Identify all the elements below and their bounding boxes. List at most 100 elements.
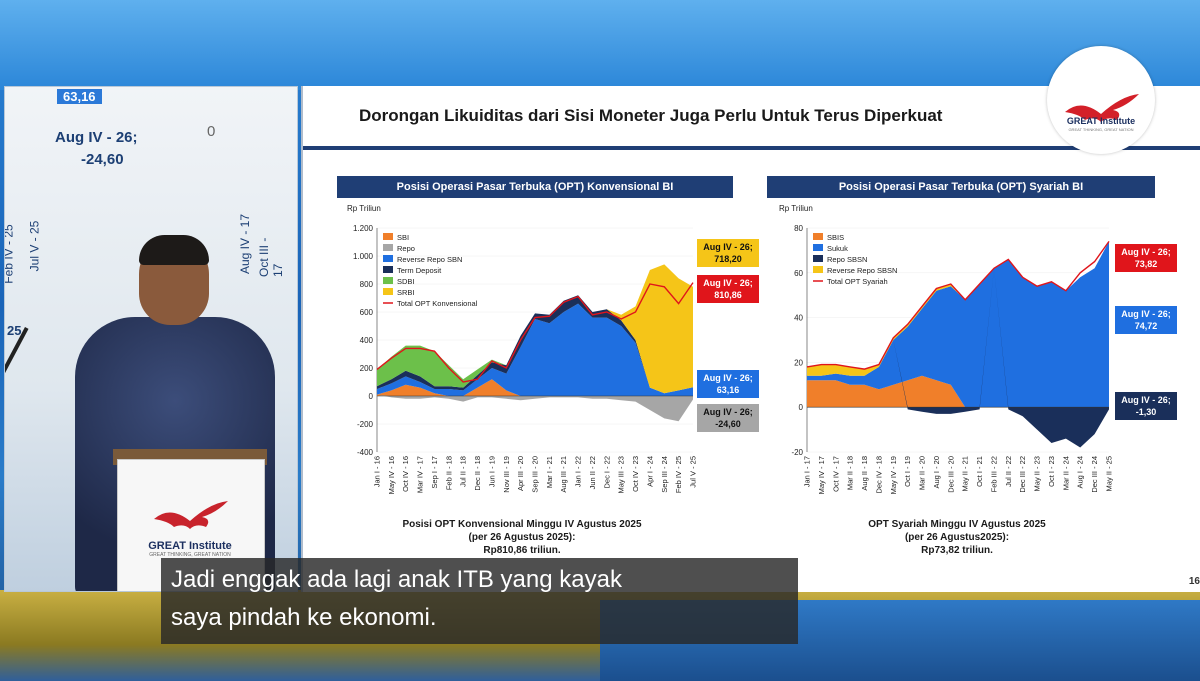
legend-swatch [813,244,823,251]
subtitle-box: Jadi enggak ada lagi anak ITB yang kayak… [161,558,798,644]
x-tick-label: Apr I - 24 [645,456,654,487]
x-tick-label: Oct IV - 23 [631,456,640,492]
x-tick-label: Feb III - 22 [990,456,999,492]
legend-label: Total OPT Syariah [827,277,888,286]
legend-label: Total OPT Konvensional [397,299,478,308]
x-tick-label: May IV - 17 [817,456,826,494]
caption-line: OPT Syariah Minggu IV Agustus 2025 [868,519,1046,530]
legend-swatch [383,255,393,262]
slide-title: Dorongan Likuiditas dari Sisi Moneter Ju… [359,106,943,125]
x-tick-label: Jan I - 16 [373,456,382,487]
x-tick-label: Oct I - 21 [975,456,984,487]
y-tick-label: 1.200 [353,224,374,233]
callout-sukuk: Aug IV - 26; 74,72 [1115,306,1177,334]
logo-badge [1047,46,1155,154]
x-tick-label: May IV - 19 [889,456,898,494]
caption-syariah: OPT Syariah Minggu IV Agustus 2025 (per … [807,518,1107,557]
glimpse-zero-tick: 0 [207,123,216,140]
x-tick-label: Mar I - 21 [545,456,554,488]
subtitle-line-1: Jadi enggak ada lagi anak ITB yang kayak [171,566,622,593]
legend-label: SRBI [397,288,415,297]
legend-swatch [383,233,393,240]
callout-line: Aug IV - 26; [703,407,753,417]
x-tick-label: Dec IV - 18 [874,456,883,494]
x-tick-label: Jul II - 22 [1004,456,1013,487]
eagle-logo-icon [1065,94,1139,122]
caption-line: Rp810,86 triliun. [483,545,561,556]
callout-line: Aug IV - 26; [703,242,753,252]
x-tick-label: Oct I - 23 [1047,456,1056,487]
x-tick-label: Feb IV - 25 [674,456,683,493]
x-tick-label: Jan I - 17 [803,456,812,487]
legend-label: SDBI [397,277,415,286]
x-tick-label: Mar II - 18 [846,456,855,490]
legend-swatch [383,266,393,273]
x-tick-label: Feb II - 18 [444,456,453,490]
y-tick-label: 40 [794,314,803,323]
legend-label: SBIS [827,233,844,242]
presentation-slide: Dorongan Likuiditas dari Sisi Moneter Ju… [301,46,1200,592]
chart-header-konvensional: Posisi Operasi Pasar Terbuka (OPT) Konve… [337,176,733,198]
unit-label-syariah: Rp Triliun [779,204,813,213]
callout-value: 718,20 [714,254,742,264]
callout-total-syariah: Aug IV - 26; 73,82 [1115,244,1177,272]
glimpse-tick-0: Feb IV - 25 [4,224,16,284]
podium-brand: GREAT Institute [148,540,232,552]
y-tick-label: -200 [357,420,374,429]
series-area-sbis [807,375,1109,408]
x-tick-label: May IV - 16 [387,456,396,494]
callout-repo: Aug IV - 26; -24,60 [697,404,759,432]
series-area-srbi [377,264,693,394]
legend-label: Repo SBSN [827,255,867,264]
sky-background [0,0,1200,90]
x-tick-label: Oct IV - 17 [831,456,840,492]
title-rule [303,146,1200,150]
series-area-sukuk [807,241,1109,408]
x-tick-label: Dec I - 22 [602,456,611,489]
callout-line: Aug IV - 26; [1121,247,1171,257]
podium-logo: GREAT Institute GREAT THINKING, GREAT NA… [127,499,253,558]
x-tick-label: Mar II - 24 [1061,456,1070,490]
legend-swatch [383,288,393,295]
callout-value: 74,72 [1134,321,1158,331]
chart-panel-konvensional: Posisi Operasi Pasar Terbuka (OPT) Konve… [337,176,761,576]
x-tick-label: Dec II - 18 [473,456,482,491]
x-tick-label: Dec III - 24 [1090,456,1099,493]
caption-line: Rp73,82 triliun. [921,545,993,556]
x-tick-label: Aug III - 21 [559,456,568,493]
y-tick-label: 0 [799,403,804,412]
glimpse-left-tick: 25 [7,323,22,338]
legend-label: Term Deposit [397,266,442,275]
x-tick-label: Sep I - 17 [430,456,439,489]
x-tick-label: Jan I - 22 [574,456,583,487]
y-tick-label: 80 [794,224,803,233]
x-tick-label: Apr III - 20 [516,456,525,491]
series-line-total [376,282,694,383]
x-tick-label: Oct I - 19 [903,456,912,487]
series-area-sbi [377,379,693,396]
x-tick-label: Sep III - 24 [660,456,669,493]
series-area-repo-sbsn [807,268,1109,448]
callout-srbi: Aug IV - 26; 718,20 [697,239,759,267]
legend-label: SBI [397,233,409,242]
eagle-logo-icon [154,501,228,529]
glimpse-tick-1: Jul V - 25 [27,220,42,272]
glimpse-callout-line1: Aug IV - 26; [55,129,138,146]
callout-value: -1,30 [1135,407,1157,417]
page-number: 16 [1188,576,1200,587]
x-tick-label: Jul II - 18 [459,456,468,487]
legend-swatch [813,233,823,240]
chart-konvensional: -400 -200 0 200 400 600 800 1.000 1.200 Jan I - 1… [353,224,697,494]
speaker-camera-panel: 63,16 Aug IV - 26; -24,60 0 Feb IV - 25 … [4,86,298,592]
x-tick-label: May III - 23 [617,456,626,494]
callout-line: Aug IV - 26; [1121,309,1171,319]
legend-swatch [813,266,823,273]
glimpse-callout-line2: -24,60 [81,151,124,168]
x-tick-label: Aug I - 24 [1076,456,1085,489]
y-tick-label: 800 [360,280,374,289]
glimpse-tick-3: Oct III - 17 [257,237,285,277]
callout-value: -24,60 [715,419,741,429]
x-tick-label: Aug II - 18 [860,456,869,491]
series-area-term-deposit [377,295,693,394]
legend-swatch [813,255,823,262]
